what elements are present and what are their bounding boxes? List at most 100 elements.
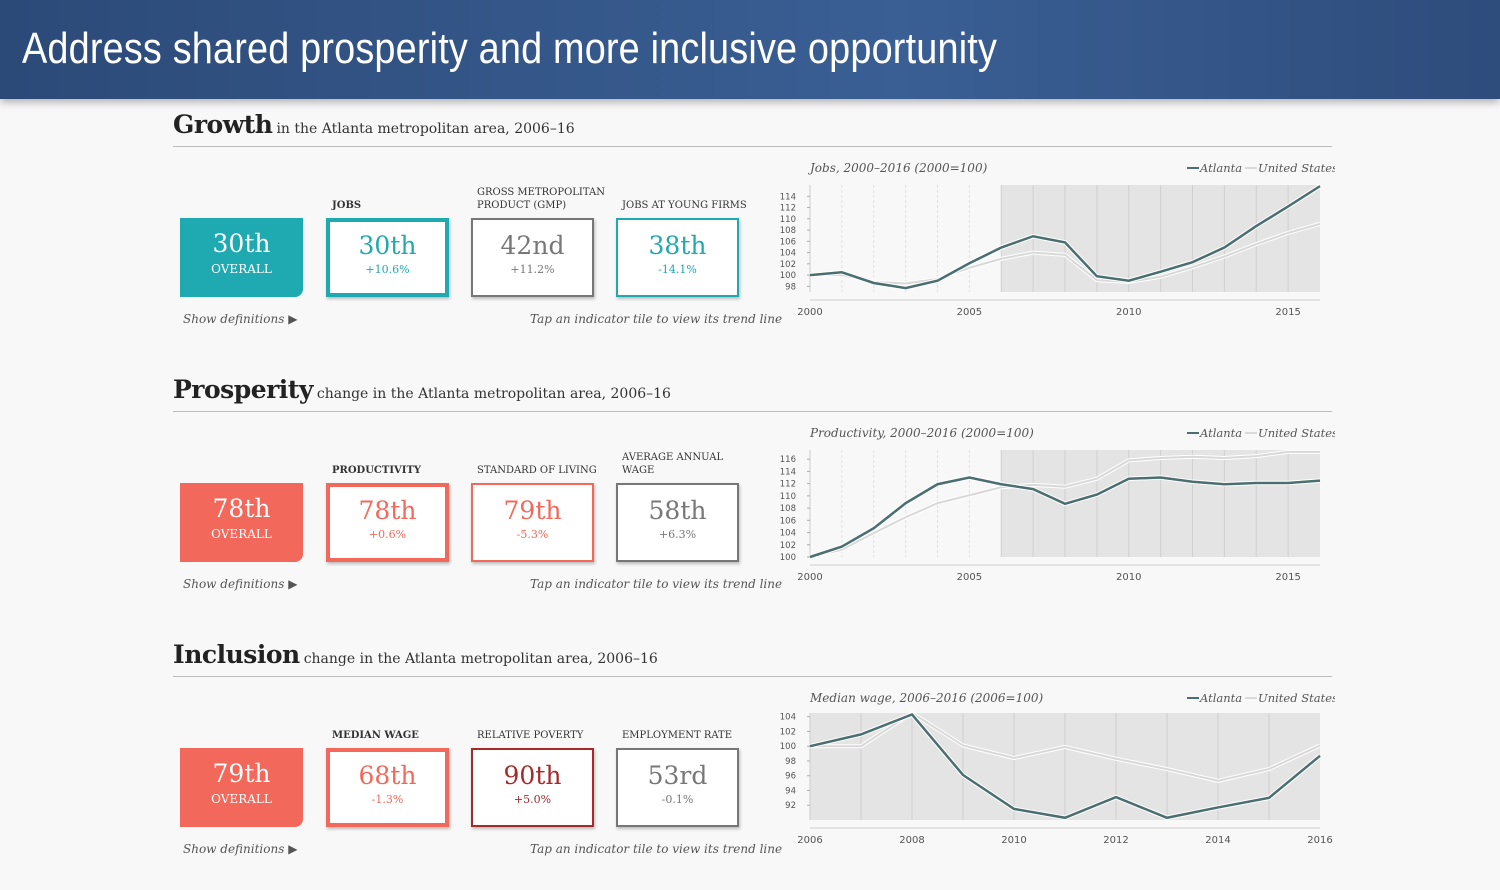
y-tick-label: 110 [780, 215, 796, 225]
overall-label: OVERALL [211, 792, 272, 806]
indicator-rank: 30th [358, 231, 417, 260]
indicator-label: STANDARD OF LIVING [477, 465, 597, 476]
indicator-rank: 79th [503, 496, 562, 525]
x-tick-label: 2000 [797, 572, 822, 583]
section-subtitle: change in the Atlanta metropolitan area,… [303, 651, 658, 667]
indicator-rank: 68th [358, 761, 417, 790]
show-definitions-link[interactable]: Show definitions ▶ [183, 312, 298, 326]
y-tick-label: 94 [785, 786, 796, 796]
indicator-label: GROSS METROPOLITAN PRODUCT (GMP) [477, 187, 605, 211]
section-header: Prosperity change in the Atlanta metropol… [173, 375, 1332, 412]
x-tick-label: 2008 [899, 835, 924, 846]
tap-hint: Tap an indicator tile to view its trend … [530, 312, 783, 326]
indicator-tile[interactable]: 68th -1.3% [326, 748, 449, 827]
indicator-change: -14.1% [658, 263, 697, 276]
overall-rank: 30th [212, 229, 271, 258]
x-tick-label: 2012 [1103, 835, 1128, 846]
trend-chart: Median wage, 2006–2016 (2006=100) Atlanta… [780, 691, 1335, 846]
overall-tile[interactable]: 79th OVERALL [180, 748, 303, 827]
chart-title: Productivity, 2000–2016 (2000=100) [809, 426, 1034, 440]
indicator-label: JOBS [332, 200, 362, 211]
atlanta-series-line [809, 712, 1321, 820]
indicator-tile[interactable]: 38th -14.1% [616, 218, 739, 297]
indicator-rank: 53rd [647, 761, 708, 790]
y-tick-label: 102 [780, 541, 796, 551]
tap-hint: Tap an indicator tile to view its trend … [530, 842, 783, 856]
y-tick-label: 110 [780, 492, 796, 502]
y-tick-label: 98 [785, 757, 796, 767]
overall-rank: 78th [212, 494, 271, 523]
y-tick-label: 104 [780, 249, 796, 259]
indicator-label: EMPLOYMENT RATE [622, 730, 733, 741]
x-tick-label: 2010 [1116, 307, 1141, 318]
x-tick-label: 2015 [1275, 307, 1300, 318]
x-tick-label: 2000 [797, 307, 822, 318]
section-inclusion: Inclusion change in the Atlanta metropoli… [170, 640, 1335, 890]
indicator-rank: 38th [648, 231, 707, 260]
us-series-line [810, 711, 1321, 782]
us-series-line [809, 450, 1320, 558]
indicator-tile[interactable]: 90th +5.0% [471, 748, 594, 827]
section-prosperity: Prosperity change in the Atlanta metropol… [170, 375, 1335, 625]
y-tick-label: 92 [785, 801, 796, 811]
section-subtitle: change in the Atlanta metropolitan area,… [316, 386, 671, 402]
title-banner: Address shared prosperity and more inclu… [0, 0, 1500, 99]
indicator-tile[interactable]: 79th -5.3% [471, 483, 594, 562]
x-tick-label: 2014 [1205, 835, 1230, 846]
show-definitions-link[interactable]: Show definitions ▶ [183, 842, 298, 856]
indicator-tile[interactable]: 78th +0.6% [326, 483, 449, 562]
page-title: Address shared prosperity and more inclu… [22, 24, 998, 73]
y-tick-label: 116 [780, 455, 796, 465]
indicator-change: -5.3% [516, 528, 549, 541]
indicator-change: +10.6% [365, 263, 410, 276]
legend-atlanta: Atlanta [1199, 426, 1242, 440]
y-tick-label: 102 [780, 260, 796, 270]
x-tick-label: 2005 [957, 572, 982, 583]
y-tick-label: 108 [780, 504, 796, 514]
trend-chart: Jobs, 2000–2016 (2000=100) Atlanta United … [780, 161, 1335, 318]
y-tick-label: 108 [780, 226, 796, 236]
section-title: Prosperity [173, 375, 313, 404]
section-header: Inclusion change in the Atlanta metropoli… [173, 640, 1332, 677]
overall-tile[interactable]: 78th OVERALL [180, 483, 303, 562]
indicator-rank: 90th [503, 761, 562, 790]
y-tick-label: 100 [780, 553, 796, 563]
legend-atlanta: Atlanta [1199, 161, 1242, 175]
y-tick-label: 104 [780, 529, 796, 539]
section-growth: Growth in the Atlanta metropolitan area, … [170, 110, 1335, 360]
y-tick-label: 102 [780, 727, 796, 737]
indicator-change: +11.2% [510, 263, 555, 276]
indicator-tile[interactable]: 42nd +11.2% [471, 218, 594, 297]
indicator-change: +5.0% [513, 793, 552, 806]
show-definitions-link[interactable]: Show definitions ▶ [183, 577, 298, 591]
y-tick-label: 96 [785, 772, 796, 782]
y-tick-label: 112 [780, 480, 796, 490]
section-title: Inclusion [173, 640, 300, 669]
indicator-change: -0.1% [661, 793, 694, 806]
atlanta-series-line [809, 476, 1321, 559]
indicator-tile[interactable]: 58th +6.3% [616, 483, 739, 562]
indicator-rank: 58th [648, 496, 707, 525]
y-tick-label: 100 [780, 742, 796, 752]
us-series-line [810, 222, 1321, 285]
chart-title: Median wage, 2006–2016 (2006=100) [809, 691, 1044, 705]
section-header: Growth in the Atlanta metropolitan area, … [173, 110, 1332, 147]
overall-tile[interactable]: 30th OVERALL [180, 218, 303, 297]
legend-us: United States [1258, 161, 1335, 175]
indicator-tile[interactable]: 53rd -0.1% [616, 748, 739, 827]
y-tick-label: 114 [780, 192, 796, 202]
overall-label: OVERALL [211, 262, 272, 276]
trend-chart: Productivity, 2000–2016 (2000=100) Atlant… [780, 426, 1335, 583]
chart-title: Jobs, 2000–2016 (2000=100) [807, 161, 988, 175]
indicator-change: -1.3% [371, 793, 404, 806]
legend-atlanta: Atlanta [1199, 691, 1242, 705]
legend-us: United States [1258, 426, 1335, 440]
indicator-tile[interactable]: 30th +10.6% [326, 218, 449, 297]
y-tick-label: 104 [780, 713, 796, 723]
y-tick-label: 114 [780, 467, 796, 477]
legend-us: United States [1258, 691, 1335, 705]
y-tick-label: 100 [780, 271, 796, 281]
section-title: Growth [173, 110, 273, 139]
indicator-label: JOBS AT YOUNG FIRMS [622, 200, 747, 211]
indicator-label: RELATIVE POVERTY [477, 730, 584, 741]
